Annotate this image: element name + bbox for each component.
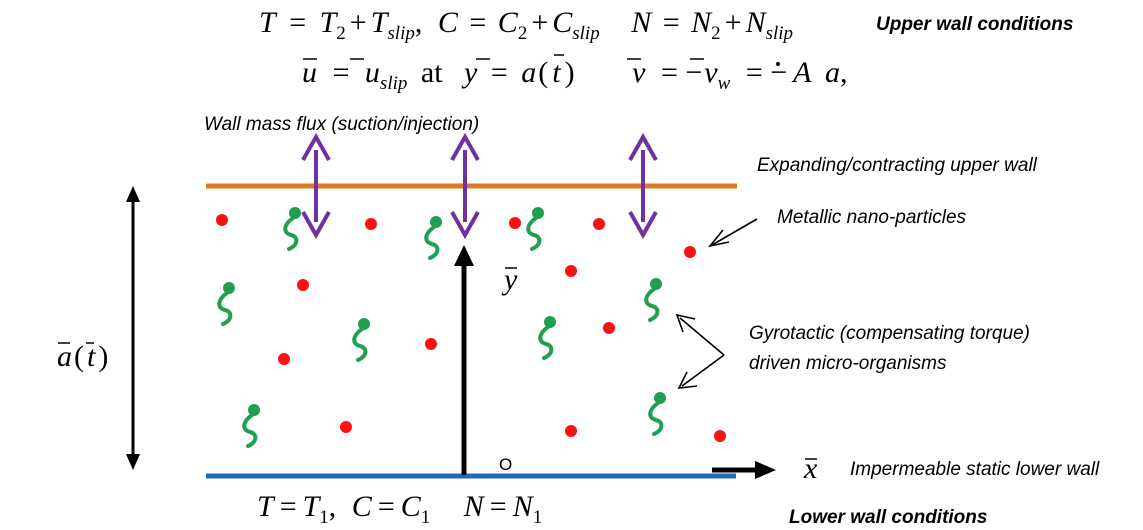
lower-wall-label: Impermeable static lower wall xyxy=(850,459,1100,480)
svg-text:u = uslip at: u = uslip at y = a(t) v = −vw = − A a, xyxy=(302,56,847,96)
nanoparticle xyxy=(297,279,309,291)
upper-wall-label: Expanding/contracting upper wall xyxy=(757,155,1038,176)
nanoparticles-label: Metallic nano-particles xyxy=(777,207,967,228)
microorganism xyxy=(648,392,666,436)
gyrotactic-label-line-1: Gyrotactic (compensating torque) xyxy=(749,323,1030,344)
height-label: a(t) xyxy=(57,340,108,373)
upper-equation-line-2: u = uslip at y = a(t) v = −vw = − A a, xyxy=(302,54,847,96)
x-axis-label: x xyxy=(803,452,818,485)
height-arrow xyxy=(126,186,140,470)
nanoparticles-pointer xyxy=(707,218,758,248)
nanoparticle xyxy=(425,338,437,350)
eq-N-lhs: N xyxy=(630,6,653,39)
microorganism xyxy=(526,207,544,251)
wall-mass-flux-label: Wall mass flux (suction/injection) xyxy=(204,114,479,135)
microorganisms xyxy=(217,207,666,448)
y-axis xyxy=(454,245,474,475)
nanoparticle xyxy=(216,214,228,226)
svg-text:T = T2+Tslip,: T = T2 + Tslip, C = C2 + Cslip N = N2 + Nslip xyxy=(259,6,793,46)
flux-arrow-3 xyxy=(628,132,658,240)
nanoparticle xyxy=(365,218,377,230)
microorganism xyxy=(538,316,556,360)
eq-v-lhs: v xyxy=(632,56,646,89)
nanoparticle xyxy=(278,353,290,365)
microorganism xyxy=(424,216,442,260)
origin-label: O xyxy=(499,455,512,474)
nanoparticle xyxy=(684,246,696,258)
microorganism xyxy=(283,207,301,251)
lower-wall-conditions-heading: Lower wall conditions xyxy=(789,507,987,528)
eq-T-lhs: T xyxy=(259,6,278,39)
microorganism xyxy=(352,318,370,362)
upper-wall-conditions-heading: Upper wall conditions xyxy=(876,14,1073,35)
nanoparticle xyxy=(565,425,577,437)
nanoparticle xyxy=(593,218,605,230)
x-axis xyxy=(712,461,776,479)
microorganism xyxy=(644,278,662,322)
eq-u-lhs: u xyxy=(302,56,317,89)
nanoparticle xyxy=(340,421,352,433)
flux-arrow-2 xyxy=(450,132,480,240)
nanoparticles xyxy=(216,214,726,442)
flux-arrow-1 xyxy=(301,132,331,240)
eq-C-lhs: C xyxy=(438,6,459,39)
y-axis-label: y xyxy=(501,263,518,296)
gyrotactic-pointers xyxy=(675,313,725,389)
upper-equation-line-1: T = T2 + Tslip, C = C2 + Cslip N = N2 + Nslip xyxy=(259,6,793,46)
microorganism xyxy=(217,282,235,326)
microorganism xyxy=(242,404,260,448)
nanoparticle xyxy=(603,322,615,334)
nanoparticle xyxy=(714,430,726,442)
nanoparticle xyxy=(509,217,521,229)
gyrotactic-label-line-2: driven micro-organisms xyxy=(749,353,947,374)
nanoparticle xyxy=(565,265,577,277)
